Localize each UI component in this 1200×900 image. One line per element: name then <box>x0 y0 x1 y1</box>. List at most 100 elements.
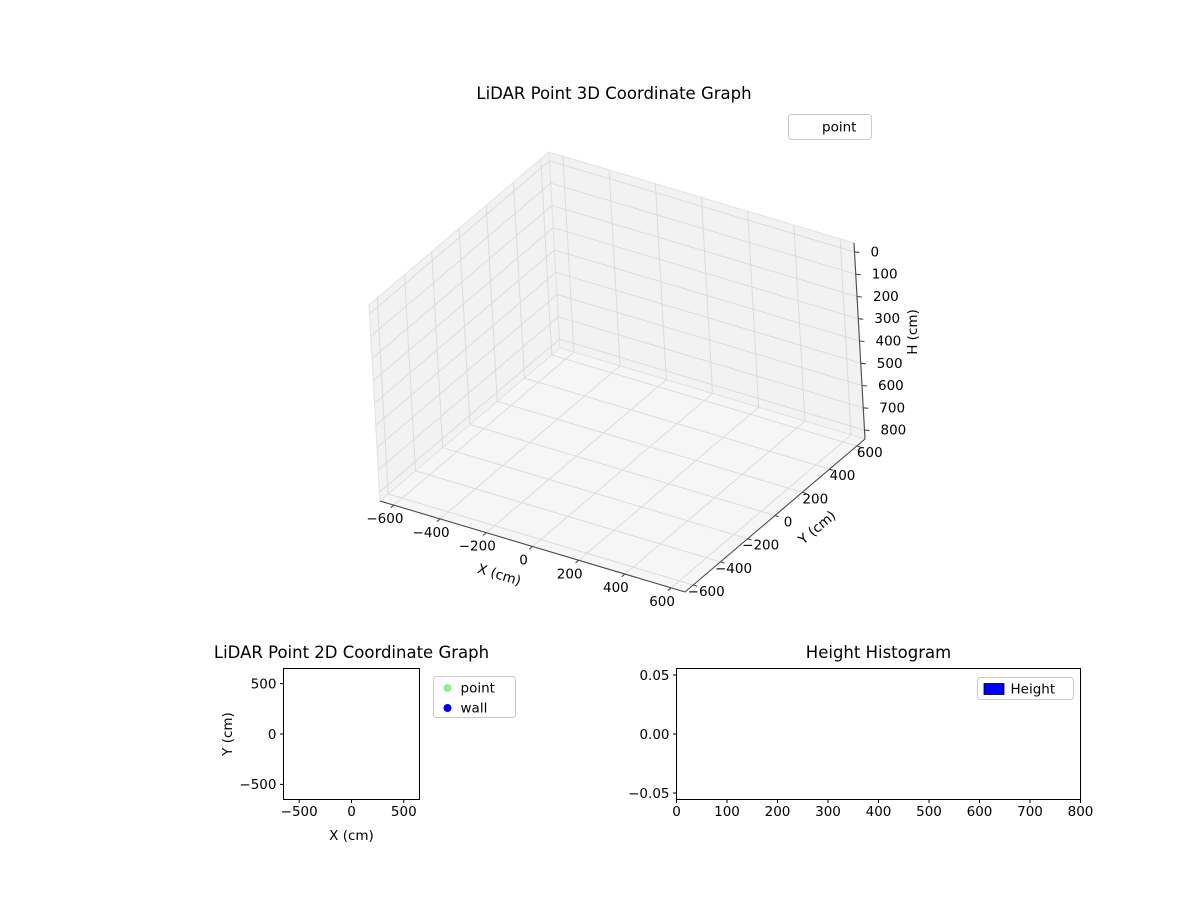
tick-label: −600 <box>688 584 725 600</box>
gridline <box>469 424 776 516</box>
plot-3d-xlabel: X (cm) <box>475 561 522 589</box>
plot-histogram-legend: Height <box>977 677 1074 700</box>
legend-label-point: point <box>822 120 856 136</box>
gridline <box>370 182 552 337</box>
tick-label: 300 <box>874 311 900 327</box>
plot-3d-ylabel: Y (cm) <box>795 508 839 549</box>
tick-mark <box>858 318 864 320</box>
tick-mark <box>864 429 870 432</box>
plot-3d-zlabel: H (cm) <box>905 309 921 355</box>
tick-label: 600 <box>857 445 883 461</box>
tick-mark <box>528 546 533 550</box>
gridline <box>551 354 857 447</box>
tick-label: 0 <box>871 244 880 260</box>
plot-3d: −600−400−2000200400600−600−400−200020040… <box>366 84 921 610</box>
tick-label: 400 <box>830 468 856 484</box>
tick-mark <box>829 468 834 471</box>
tick-mark <box>859 340 865 343</box>
tick-label: 800 <box>1068 804 1094 820</box>
tick-mark <box>856 445 861 448</box>
tick-label: 0 <box>519 553 528 569</box>
tick-mark <box>863 407 869 409</box>
gridline <box>442 447 748 540</box>
tick-label: 0.00 <box>639 727 669 743</box>
tick-mark <box>667 587 672 592</box>
tick-mark <box>621 573 626 578</box>
plot-histogram-axes: 0 100 200 300 400 500 600 700 800 0.05 0.00 −0.05 <box>628 668 1093 820</box>
legend-frame <box>788 114 872 140</box>
tick-label: 500 <box>877 356 903 372</box>
tick-label: −500 <box>239 777 276 793</box>
gridline <box>555 271 861 364</box>
tick-label: 200 <box>873 289 899 305</box>
tick-label: 500 <box>391 804 417 820</box>
plot-2d-axes: −500 0 500 500 0 −500 <box>239 668 420 820</box>
plot-2d-ylabel: Y (cm) <box>220 712 236 757</box>
tick-label: −400 <box>413 525 450 541</box>
tick-label: 200 <box>765 804 791 820</box>
plot-histogram: 0 100 200 300 400 500 600 700 800 0.05 0.00 −0.05 H… <box>628 643 1093 820</box>
tick-mark <box>693 584 698 587</box>
tick-mark <box>390 504 395 509</box>
legend-label-height: Height <box>1011 682 1056 698</box>
gridline <box>415 470 721 563</box>
tick-label: −200 <box>459 539 496 555</box>
tick-label: 200 <box>802 491 828 507</box>
gridline <box>553 227 859 320</box>
tick-mark <box>720 561 725 564</box>
plot-histogram-title: Height Histogram <box>806 643 951 662</box>
tick-label: 0 <box>347 804 356 820</box>
legend-label-point: point <box>461 681 495 697</box>
gridline <box>497 400 803 493</box>
tick-label: 600 <box>649 594 675 610</box>
legend-marker-wall-icon <box>443 704 452 712</box>
legend-marker-height-icon <box>983 683 1005 695</box>
legend-marker-point-icon <box>443 684 452 692</box>
tick-label: 400 <box>603 580 629 596</box>
tick-mark <box>860 362 866 365</box>
gridline <box>379 338 560 493</box>
tick-label: 0 <box>672 804 681 820</box>
gridline <box>550 182 856 275</box>
tick-mark <box>747 538 752 541</box>
gridline <box>369 160 550 315</box>
tick-label: 0 <box>268 727 277 743</box>
gridline <box>556 294 863 386</box>
gridline <box>551 205 858 297</box>
tick-label: 500 <box>916 804 942 820</box>
legend-label-wall: wall <box>461 701 488 717</box>
tick-label: 0 <box>784 515 793 531</box>
gridline <box>559 338 865 431</box>
tick-mark <box>575 559 580 564</box>
axes-frame <box>283 668 420 800</box>
tick-label: 400 <box>876 334 902 350</box>
tick-label: 800 <box>881 423 907 439</box>
plot-3d-axes: −600−400−2000200400600−600−400−200020040… <box>366 150 907 610</box>
tick-label: −200 <box>742 538 779 554</box>
tick-label: −0.05 <box>628 786 669 802</box>
tick-mark <box>861 384 868 387</box>
tick-label: 100 <box>872 267 898 283</box>
tick-mark <box>854 251 860 253</box>
gridline <box>549 160 855 253</box>
gridline <box>388 493 694 586</box>
gridline <box>372 227 554 382</box>
tick-mark <box>482 532 487 536</box>
gridline <box>376 294 558 448</box>
gridline <box>374 249 555 404</box>
gridline <box>377 316 559 471</box>
gridline <box>375 271 557 426</box>
tick-mark <box>855 273 861 276</box>
legend-frame <box>433 676 516 718</box>
tick-label: 100 <box>714 804 740 820</box>
gridline <box>524 377 830 470</box>
tick-mark <box>436 518 441 523</box>
plot-3d-legend: point <box>788 114 872 140</box>
tick-label: 600 <box>967 804 993 820</box>
plot-2d-title: LiDAR Point 2D Coordinate Graph <box>214 643 489 662</box>
plot-3d-title: LiDAR Point 3D Coordinate Graph <box>476 84 751 103</box>
plot-2d-xlabel: X (cm) <box>329 828 374 844</box>
gridline <box>558 316 864 409</box>
tick-label: 700 <box>1017 804 1043 820</box>
